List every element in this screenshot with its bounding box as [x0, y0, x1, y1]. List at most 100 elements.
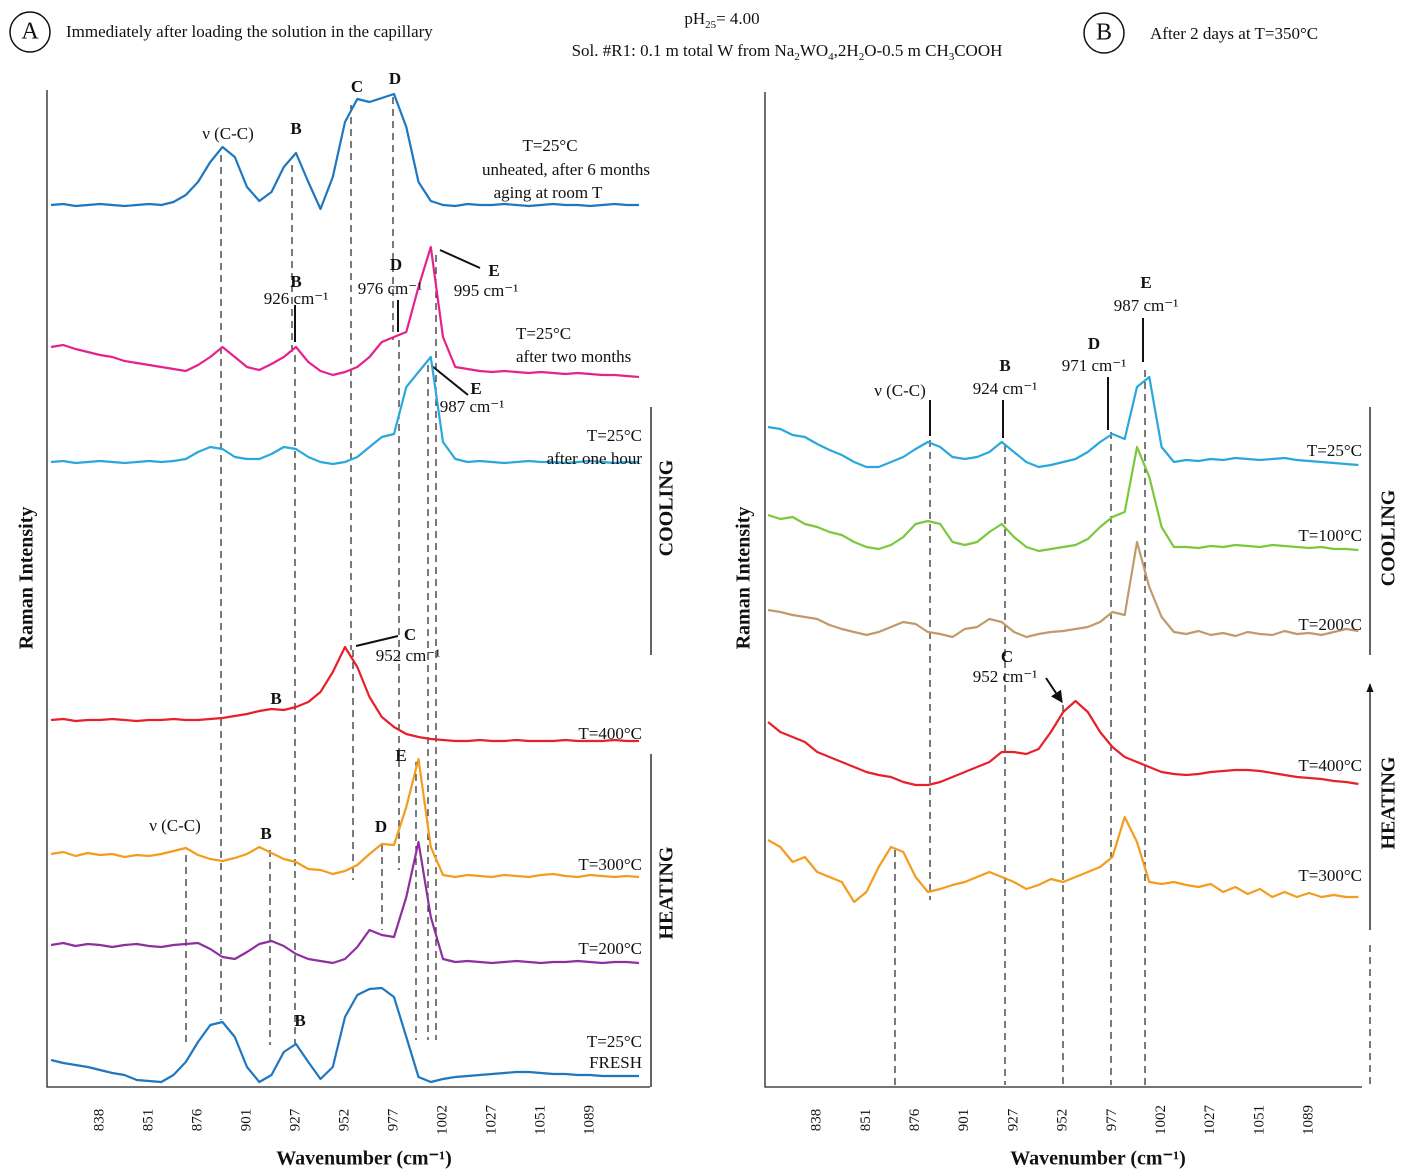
annotation: B: [290, 119, 301, 138]
ph-sub: 25: [705, 19, 717, 31]
annotation: C: [1001, 647, 1013, 666]
sol-text: ,2H: [834, 41, 859, 60]
sol-sub: 2: [794, 51, 800, 63]
x-tick-label: 901: [956, 1109, 972, 1132]
x-tick-label: 1002: [1153, 1105, 1169, 1135]
spectrum: [50, 355, 639, 466]
spectrum: [767, 815, 1359, 904]
annotation: 952 cm⁻¹: [376, 646, 441, 665]
panel-label: A: [21, 19, 39, 45]
x-tick-label: 1051: [1251, 1105, 1267, 1135]
x-tick-label: 977: [385, 1108, 401, 1131]
subtitle: Immediately after loading the solution i…: [66, 22, 433, 41]
annotation: 987 cm⁻¹: [1114, 296, 1179, 315]
annotation: B: [290, 272, 301, 291]
x-tick-label: 952: [336, 1109, 352, 1132]
x-tick-label: 927: [1005, 1108, 1021, 1131]
x-tick-label: 1002: [434, 1105, 450, 1135]
series-label: T=100°C: [1298, 526, 1362, 545]
spectrum: [767, 375, 1359, 469]
annotation: B: [999, 356, 1010, 375]
sol-text: WO: [800, 41, 828, 60]
annotation: E: [488, 261, 499, 280]
series-description: aging at room T: [494, 183, 603, 202]
annotation: E: [470, 379, 481, 398]
sol-sub: 4: [828, 51, 834, 63]
annotation: C: [351, 77, 363, 96]
annotation: B: [270, 689, 281, 708]
annotation: B: [294, 1011, 305, 1030]
y-axis-label: Raman Intensity: [16, 507, 38, 650]
annotation: E: [395, 746, 406, 765]
annotation: 987 cm⁻¹: [440, 397, 505, 416]
annotation: D: [389, 69, 401, 88]
x-tick-label: 838: [91, 1109, 107, 1132]
annotation: D: [390, 255, 402, 274]
annotation: 924 cm⁻¹: [973, 379, 1038, 398]
sol-sub: 3: [949, 51, 955, 63]
x-tick-label: 851: [858, 1109, 874, 1132]
x-axis-label: Wavenumber (cm⁻¹): [276, 1148, 452, 1170]
section-label: HEATING: [656, 846, 678, 939]
annotation: D: [375, 817, 387, 836]
series-description: FRESH: [589, 1053, 642, 1072]
annotation: C: [404, 625, 416, 644]
spectrum: [767, 699, 1359, 787]
spectrum: [50, 986, 639, 1084]
spectrum: [767, 445, 1359, 553]
ph-text: = 4.00: [716, 9, 760, 28]
subtitle: After 2 days at T=350°C: [1150, 24, 1318, 43]
annotation: 971 cm⁻¹: [1062, 356, 1127, 375]
panel-circle: [1083, 12, 1125, 54]
spectrum: [50, 245, 640, 379]
x-tick-label: 927: [287, 1108, 303, 1131]
sol-text: Sol. #R1: 0.1 m total W from: [572, 41, 775, 60]
x-tick-label: 838: [809, 1109, 825, 1132]
series-label: T=200°C: [1298, 615, 1362, 634]
annotation: B: [260, 824, 271, 843]
ph: pH25= 4.00: [684, 9, 759, 31]
series-label: T=25°C: [587, 426, 642, 445]
section-label: HEATING: [1378, 756, 1400, 849]
annotation: D: [1088, 334, 1100, 353]
series-description: after two months: [516, 347, 631, 366]
x-tick-label: 1051: [532, 1105, 548, 1135]
guides: [46, 90, 1370, 1088]
series-label: T=25°C: [587, 1032, 642, 1051]
annotation: 926 cm⁻¹: [264, 289, 329, 308]
spectrum: [50, 840, 640, 965]
x-axis-label: Wavenumber (cm⁻¹): [1010, 1148, 1186, 1170]
series-label: T=300°C: [578, 855, 642, 874]
section-label: COOLING: [1378, 489, 1400, 586]
series-description: unheated, after 6 months: [482, 160, 650, 179]
solution: Sol. #R1: 0.1 m total W from Na2WO4,2H2O…: [572, 41, 1003, 63]
y-axis-label: Raman Intensity: [733, 507, 755, 650]
ph-text: pH: [684, 9, 705, 28]
x-tick-label: 851: [140, 1109, 156, 1132]
annotation: 976 cm⁻¹: [358, 279, 423, 298]
x-tick-label: 876: [189, 1108, 205, 1131]
sol-text: O-0.5 m CH: [864, 41, 949, 60]
series-label: T=400°C: [578, 724, 642, 743]
series-label: T=200°C: [578, 939, 642, 958]
spectrum: [767, 540, 1359, 639]
series-label: T=25°C: [522, 136, 577, 155]
series-label: T=25°C: [1307, 441, 1362, 460]
section-label: COOLING: [656, 459, 678, 556]
series-label: T=300°C: [1298, 866, 1362, 885]
annotation: E: [1140, 273, 1151, 292]
sol-text: Na: [775, 41, 795, 60]
axes: [46, 90, 1362, 1088]
spectrum: [50, 92, 639, 211]
panel-circle: [9, 11, 51, 53]
spectrum: [50, 757, 640, 879]
annotation: 995 cm⁻¹: [454, 281, 519, 300]
annotation: ν (C-C): [149, 816, 201, 835]
x-tick-label: 952: [1055, 1109, 1071, 1132]
x-tick-label: 1089: [1301, 1105, 1317, 1135]
series-label: T=25°C: [516, 324, 571, 343]
header: A Immediately after loading the solution…: [9, 9, 1318, 63]
x-tick-label: 1027: [483, 1105, 499, 1136]
section-arrows: [650, 407, 1370, 1087]
